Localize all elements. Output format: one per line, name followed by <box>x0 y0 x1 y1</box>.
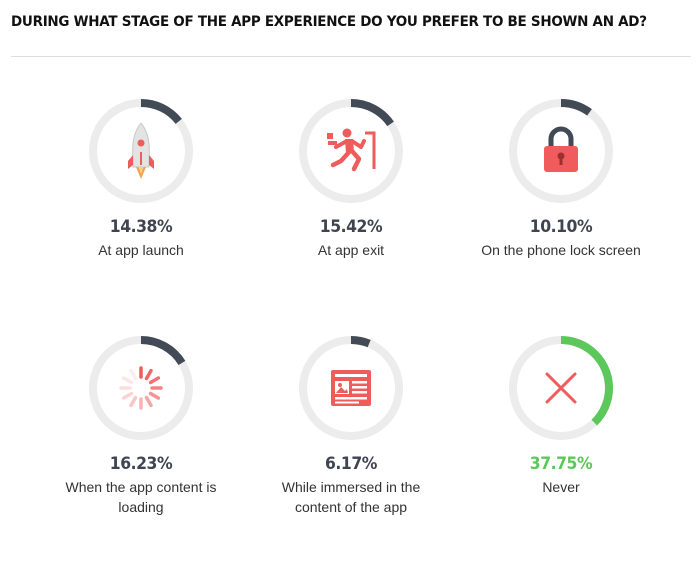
value-label: 16.23% <box>109 454 173 474</box>
category-label: While immersed in the content of the app <box>281 479 421 515</box>
donut-chart <box>299 99 403 203</box>
value-label: 6.17% <box>325 454 377 474</box>
category-label: On the phone lock screen <box>481 242 641 258</box>
value-label: 15.42% <box>319 217 383 237</box>
category-label: Never <box>542 479 580 495</box>
donut-arc <box>299 99 403 203</box>
title-divider <box>11 56 691 57</box>
chart-title: DURING WHAT STAGE OF THE APP EXPERIENCE … <box>11 14 647 30</box>
donut-chart <box>299 336 403 440</box>
donut-chart <box>89 336 193 440</box>
category-label: At app launch <box>98 242 184 258</box>
donut-arc <box>509 336 613 440</box>
donut-chart <box>509 99 613 203</box>
x-mark-icon <box>545 372 577 404</box>
rocket-icon <box>128 122 154 179</box>
stat-never: 37.75% Never <box>446 333 676 497</box>
stat-at-app-exit: 15.42% At app exit <box>236 96 466 260</box>
article-icon <box>331 370 371 406</box>
loading-spinner-icon <box>119 366 163 410</box>
donut-chart <box>89 99 193 203</box>
donut-arc <box>509 99 613 203</box>
running-man-icon <box>327 128 376 172</box>
stat-on-the-phone-lock-screen: 10.10% On the phone lock screen <box>446 96 676 260</box>
value-label: 14.38% <box>109 217 173 237</box>
stat-when-the-app-content-is-loading: 16.23% When the app content is loading <box>26 333 256 517</box>
donut-arc <box>89 99 193 203</box>
value-label: 37.75% <box>529 454 593 474</box>
category-label: At app exit <box>317 242 385 258</box>
value-label: 10.10% <box>529 217 593 237</box>
stat-while-immersed-in-the-content-of-the-app: 6.17% While immersed in the content of t… <box>236 333 466 517</box>
padlock-icon <box>544 126 578 172</box>
donut-chart <box>509 336 613 440</box>
stat-at-app-launch: 14.38% At app launch <box>26 96 256 260</box>
donut-arc <box>299 336 403 440</box>
donut-arc <box>89 336 193 440</box>
category-label: When the app content is loading <box>65 479 217 515</box>
